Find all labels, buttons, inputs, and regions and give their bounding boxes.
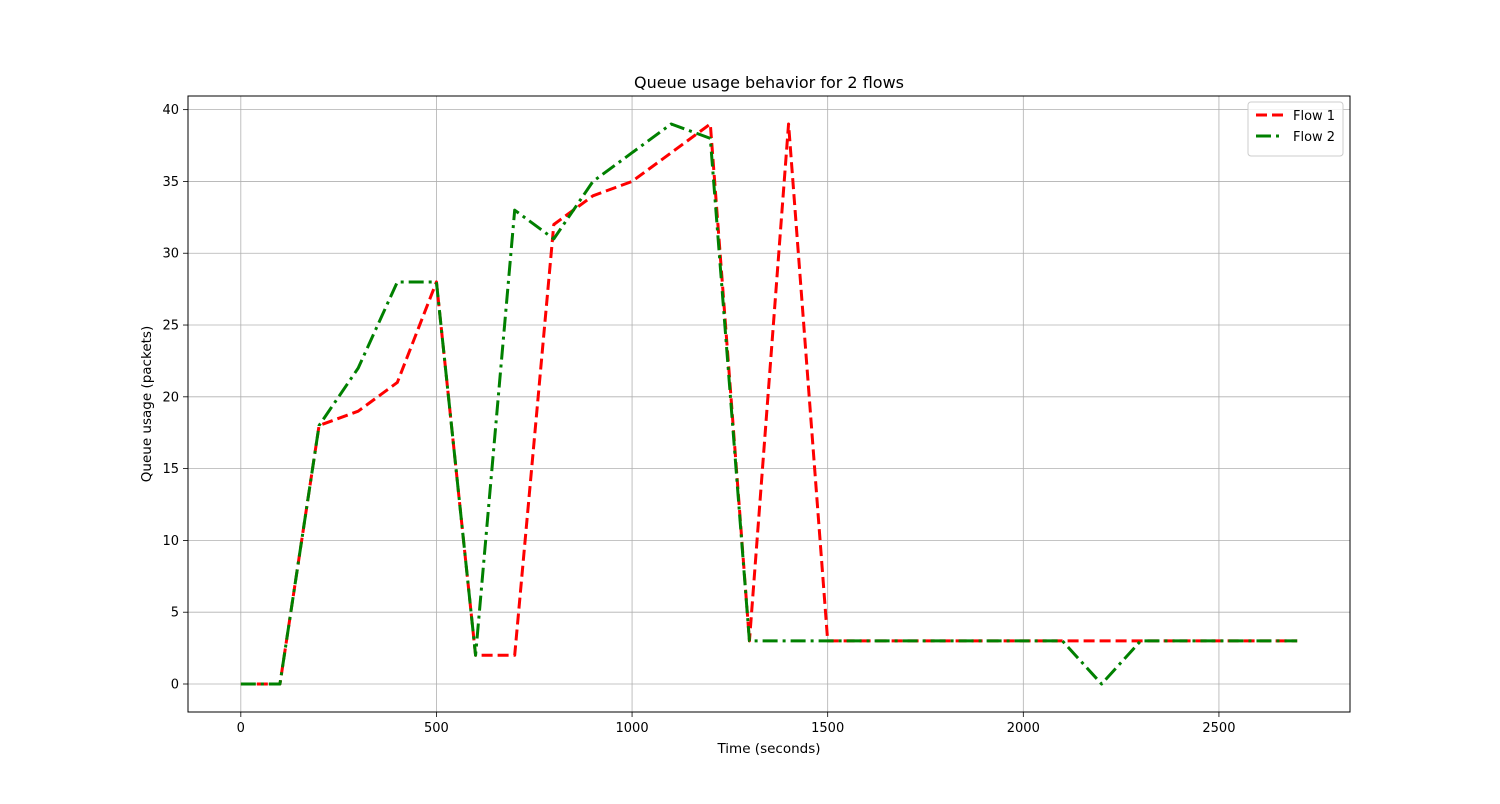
y-tick-label: 20 (162, 390, 179, 405)
series-line-flow-2 (240, 122, 1298, 686)
y-tick-label: 10 (162, 534, 179, 549)
y-axis-label: Queue usage (packets) (139, 326, 155, 482)
y-tick-label: 5 (171, 606, 179, 621)
x-tick-label: 2500 (1202, 721, 1235, 736)
x-tick-label: 0 (237, 721, 245, 736)
x-tick-label: 500 (424, 721, 449, 736)
x-tick-label: 1000 (616, 721, 649, 736)
legend-label-flow-2: Flow 2 (1293, 130, 1335, 145)
x-axis-label: Time (seconds) (716, 741, 820, 757)
legend: Flow 1 Flow 2 (1247, 101, 1344, 157)
y-tick-label: 35 (162, 175, 179, 190)
y-tick-label: 0 (171, 678, 179, 693)
y-tick-label: 25 (162, 319, 179, 334)
y-tick-label: 40 (162, 103, 179, 118)
axes-frame (187, 95, 1351, 713)
legend-label-flow-1: Flow 1 (1293, 109, 1335, 124)
y-tick-label: 30 (162, 247, 179, 262)
x-tick-label: 1500 (811, 721, 844, 736)
series-lines (240, 122, 1298, 686)
chart-title: Queue usage behavior for 2 flows (634, 73, 904, 92)
series-line-flow-1 (240, 122, 1298, 686)
legend-box (1247, 101, 1344, 157)
ticks: 0 500 1000 1500 2000 2500 0 5 10 15 20 25 30 35 40 (162, 103, 1235, 736)
y-tick-label: 15 (162, 462, 179, 477)
x-tick-label: 2000 (1007, 721, 1040, 736)
